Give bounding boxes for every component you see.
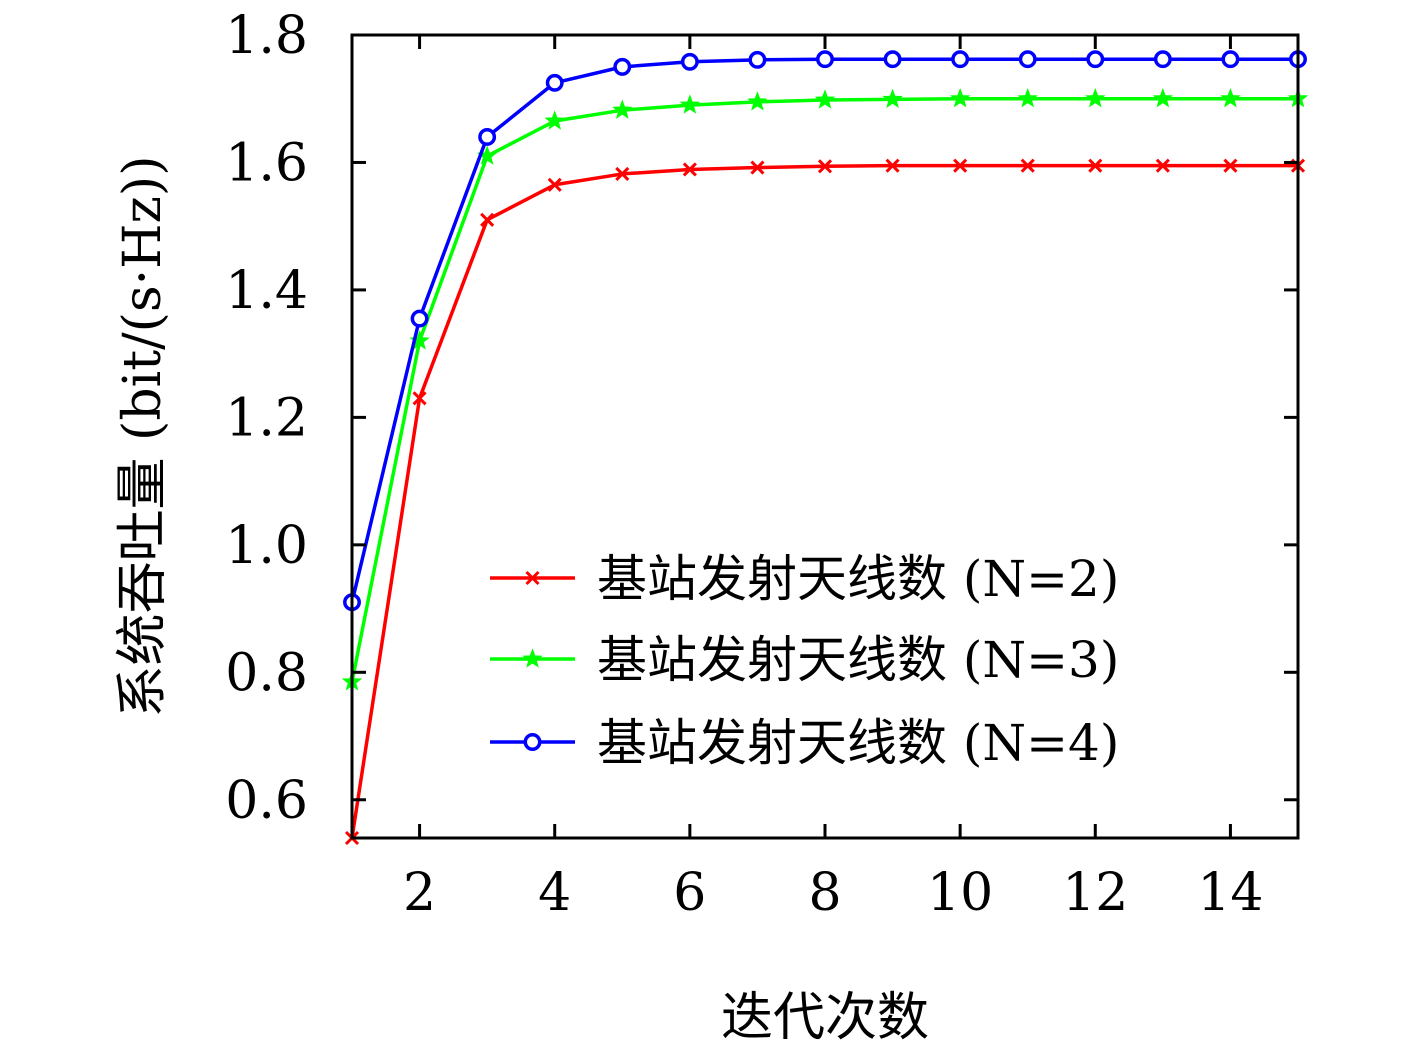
star-marker xyxy=(747,91,768,111)
y-tick-label: 1.6 xyxy=(225,133,308,193)
y-tick-label: 1.0 xyxy=(225,516,308,576)
circle-marker xyxy=(1153,50,1172,69)
circle-marker xyxy=(816,50,834,69)
series-1 xyxy=(344,158,1306,846)
y-tick-label: 1.8 xyxy=(225,6,308,66)
ticks-layer: 2 4 6 8 10 12 14 0.6 0.8 1.0 1.2 1.4 1.6 1.8 xyxy=(225,6,1298,923)
star-marker xyxy=(1017,88,1038,108)
x-marker xyxy=(885,158,900,173)
circle-marker xyxy=(1221,50,1240,69)
x-marker xyxy=(615,166,630,181)
x-marker xyxy=(817,159,833,174)
star-marker xyxy=(409,330,430,350)
circle-marker xyxy=(1018,50,1037,69)
x-axis-label: 迭代次数 xyxy=(721,988,929,1048)
x-marker xyxy=(525,570,540,586)
circle-marker xyxy=(680,52,699,71)
legend-item: 基站发射天线数 (N=2) xyxy=(490,550,1119,608)
legend-label: 基站发射天线数 (N=4) xyxy=(597,714,1119,772)
y-tick-label: 1.4 xyxy=(225,261,308,321)
star-marker xyxy=(1085,88,1106,108)
legend-item: 基站发射天线数 (N=3) xyxy=(490,631,1119,689)
y-tick-label: 0.6 xyxy=(225,771,308,831)
x-marker xyxy=(1020,158,1035,173)
x-marker xyxy=(1223,158,1238,173)
y-tick-label: 1.2 xyxy=(225,388,308,448)
x-tick-label: 14 xyxy=(1197,863,1263,923)
star-marker xyxy=(1220,88,1241,108)
circle-marker xyxy=(951,50,970,69)
x-marker xyxy=(953,158,968,173)
star-marker xyxy=(612,99,633,119)
circle-marker xyxy=(523,733,542,751)
x-tick-label: 4 xyxy=(538,863,571,923)
x-marker xyxy=(1155,158,1170,173)
x-tick-label: 10 xyxy=(927,863,993,923)
series-layer xyxy=(341,50,1309,846)
star-marker xyxy=(882,88,903,109)
circle-marker xyxy=(478,128,497,146)
circle-marker xyxy=(883,50,902,69)
x-marker xyxy=(480,212,495,227)
y-tick-label: 0.8 xyxy=(225,643,308,703)
circle-marker xyxy=(748,50,767,69)
x-marker xyxy=(682,162,697,177)
series-2 xyxy=(341,88,1309,691)
star-marker xyxy=(544,110,565,130)
legend-item: 基站发射天线数 (N=4) xyxy=(490,714,1119,772)
x-marker xyxy=(547,177,562,192)
x-marker xyxy=(750,160,765,175)
circle-marker xyxy=(1086,50,1105,69)
x-marker xyxy=(412,391,427,406)
x-tick-label: 6 xyxy=(673,863,706,923)
star-marker xyxy=(679,94,701,114)
circle-marker xyxy=(545,73,564,92)
legend-label: 基站发射天线数 (N=2) xyxy=(597,550,1119,608)
circle-marker xyxy=(410,309,429,328)
x-tick-label: 8 xyxy=(808,863,841,923)
y-axis-label: 系统吞吐量 (bit/(s·Hz)) xyxy=(113,156,173,718)
legend-label: 基站发射天线数 (N=3) xyxy=(597,631,1119,689)
x-marker xyxy=(1088,158,1103,173)
legend: 基站发射天线数 (N=2) 基站发射天线数 (N=3) 基站发射天线数 (N=4) xyxy=(490,550,1119,772)
star-marker xyxy=(949,88,971,108)
circle-marker xyxy=(613,57,632,76)
x-tick-label: 12 xyxy=(1062,863,1128,923)
star-marker xyxy=(814,89,836,109)
x-tick-label: 2 xyxy=(403,863,436,923)
star-marker xyxy=(522,648,543,668)
star-marker xyxy=(1152,88,1174,108)
series-3 xyxy=(343,50,1307,612)
